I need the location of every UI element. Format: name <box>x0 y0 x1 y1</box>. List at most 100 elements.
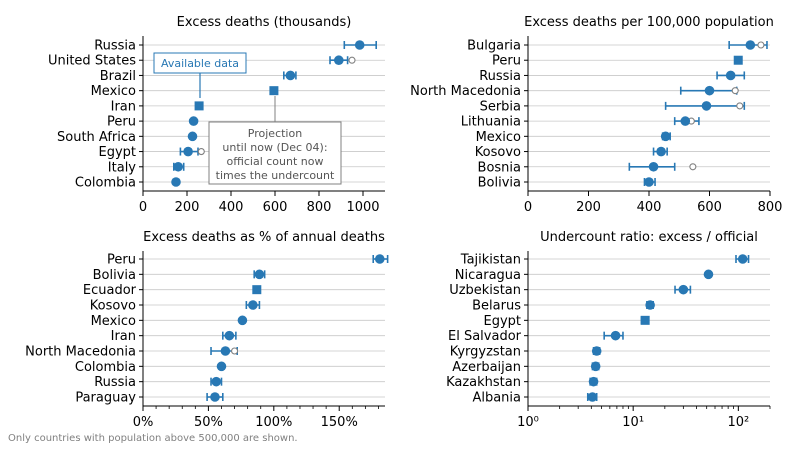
x-tick-label-2: 10² <box>727 415 749 430</box>
data-point-north-macedonia <box>220 346 231 356</box>
data-point-iran <box>194 101 204 111</box>
y-tick-label-russia: Russia <box>94 375 136 390</box>
x-tick-label-5: 1000 <box>346 200 379 215</box>
data-point-kyrgyzstan <box>591 346 602 356</box>
chart-title-3: Excess deaths as % of annual deaths <box>143 230 385 245</box>
y-tick-label-bosnia: Bosnia <box>478 160 521 175</box>
projection-label-line-4: times the undercount <box>216 169 335 182</box>
x-tick-label-2: 400 <box>219 200 244 215</box>
projection-box <box>208 121 342 185</box>
y-tick-label-kyrgyzstan: Kyrgyzstan <box>450 345 521 360</box>
y-tick-label-el-salvador: El Salvador <box>448 329 522 344</box>
data-point-colombia <box>171 177 181 187</box>
data-point-peru <box>733 55 743 65</box>
data-point-russia <box>725 70 736 81</box>
data-point-serbia <box>701 101 712 111</box>
data-point-bosnia <box>648 161 659 172</box>
x-tick-label-2: 400 <box>637 200 662 215</box>
data-point-russia <box>354 40 365 50</box>
data-point-mexico <box>237 315 248 326</box>
data-point-iran <box>224 330 235 341</box>
available-data-label: Available data <box>161 57 239 70</box>
y-tick-label-peru: Peru <box>107 115 136 130</box>
data-point-italy <box>173 161 183 172</box>
data-point-ecuador <box>252 285 262 295</box>
y-tick-label-kosovo: Kosovo <box>90 299 136 314</box>
y-tick-label-mexico: Mexico <box>91 84 136 99</box>
y-tick-label-albania: Albania <box>472 391 521 406</box>
data-point-egypt <box>640 315 650 325</box>
x-tick-label-1: 200 <box>175 200 200 215</box>
y-tick-label-kazakhstan: Kazakhstan <box>446 375 521 390</box>
data-point-lithuania <box>680 116 691 126</box>
y-tick-label-united-states: United States <box>48 54 136 69</box>
y-tick-label-mexico: Mexico <box>476 130 521 145</box>
data-point-north-macedonia <box>704 85 715 96</box>
footnote: Only countries with population above 500… <box>8 433 298 444</box>
y-tick-label-north-macedonia: North Macedonia <box>25 345 136 360</box>
data-point-uzbekistan <box>678 284 689 295</box>
projection-marker-serbia <box>736 102 744 110</box>
x-tick-label-1: 50% <box>194 415 223 430</box>
data-point-mexico <box>269 86 279 96</box>
y-tick-label-belarus: Belarus <box>472 299 521 314</box>
y-tick-label-serbia: Serbia <box>480 99 521 114</box>
x-tick-label-1: 200 <box>576 200 601 215</box>
data-point-mexico <box>660 131 671 142</box>
projection-label-line-1: Projection <box>248 127 302 140</box>
x-tick-label-3: 150% <box>321 415 358 430</box>
data-point-south-africa <box>187 131 198 142</box>
data-point-albania <box>587 392 598 402</box>
chart-title-2: Excess deaths per 100,000 population <box>524 15 774 30</box>
data-point-tajikistan <box>737 254 748 264</box>
data-point-brazil <box>285 70 296 81</box>
y-tick-label-tajikistan: Tajikistan <box>460 253 521 268</box>
projection-label-line-2: until now (Dec 04): <box>222 141 327 154</box>
data-point-bulgaria <box>745 40 756 50</box>
y-tick-label-brazil: Brazil <box>100 69 136 84</box>
available-data-box <box>153 52 247 74</box>
y-tick-label-azerbaijan: Azerbaijan <box>452 360 521 375</box>
y-tick-label-nicaragua: Nicaragua <box>455 268 521 283</box>
chart-panel-2: Excess deaths per 100,000 populationBulg… <box>410 15 782 215</box>
y-tick-label-paraguay: Paraguay <box>75 391 136 406</box>
x-tick-label-3: 600 <box>263 200 288 215</box>
data-point-paraguay <box>210 392 220 402</box>
projection-marker-bosnia <box>689 163 697 171</box>
y-tick-label-peru: Peru <box>492 54 521 69</box>
y-tick-label-egypt: Egypt <box>98 145 136 160</box>
projection-marker-egypt <box>197 148 205 156</box>
x-tick-label-0: 0 <box>524 200 532 215</box>
data-point-belarus <box>645 300 655 310</box>
data-point-bolivia <box>254 269 265 280</box>
data-point-united-states <box>334 55 344 66</box>
y-tick-label-bolivia: Bolivia <box>93 268 136 283</box>
y-tick-label-colombia: Colombia <box>75 176 136 191</box>
y-tick-label-bolivia: Bolivia <box>478 176 521 191</box>
y-tick-label-kosovo: Kosovo <box>475 145 521 160</box>
data-point-colombia <box>216 361 227 372</box>
y-tick-label-south-africa: South Africa <box>57 130 136 145</box>
y-tick-label-peru: Peru <box>107 253 136 268</box>
x-tick-label-3: 600 <box>697 200 722 215</box>
y-tick-label-russia: Russia <box>94 39 136 54</box>
y-tick-label-mexico: Mexico <box>91 314 136 329</box>
projection-marker-bulgaria <box>757 41 765 49</box>
data-point-peru <box>188 116 199 126</box>
data-point-nicaragua <box>703 269 714 280</box>
projection-marker-united-states <box>348 56 356 64</box>
y-tick-label-italy: Italy <box>108 160 137 175</box>
data-point-egypt <box>183 146 193 157</box>
y-tick-label-uzbekistan: Uzbekistan <box>449 283 521 298</box>
y-tick-label-iran: Iran <box>111 99 136 114</box>
x-tick-label-0: 0 <box>139 200 147 215</box>
chart-panel-3: Excess deaths as % of annual deaths PeruB… <box>25 230 389 430</box>
data-point-kosovo <box>248 300 258 310</box>
projection-marker-north-macedonia <box>231 347 239 355</box>
x-tick-label-1: 10¹ <box>622 415 644 430</box>
y-tick-label-lithuania: Lithuania <box>461 115 521 130</box>
y-tick-label-ecuador: Ecuador <box>83 283 137 298</box>
y-tick-label-bulgaria: Bulgaria <box>467 39 521 54</box>
